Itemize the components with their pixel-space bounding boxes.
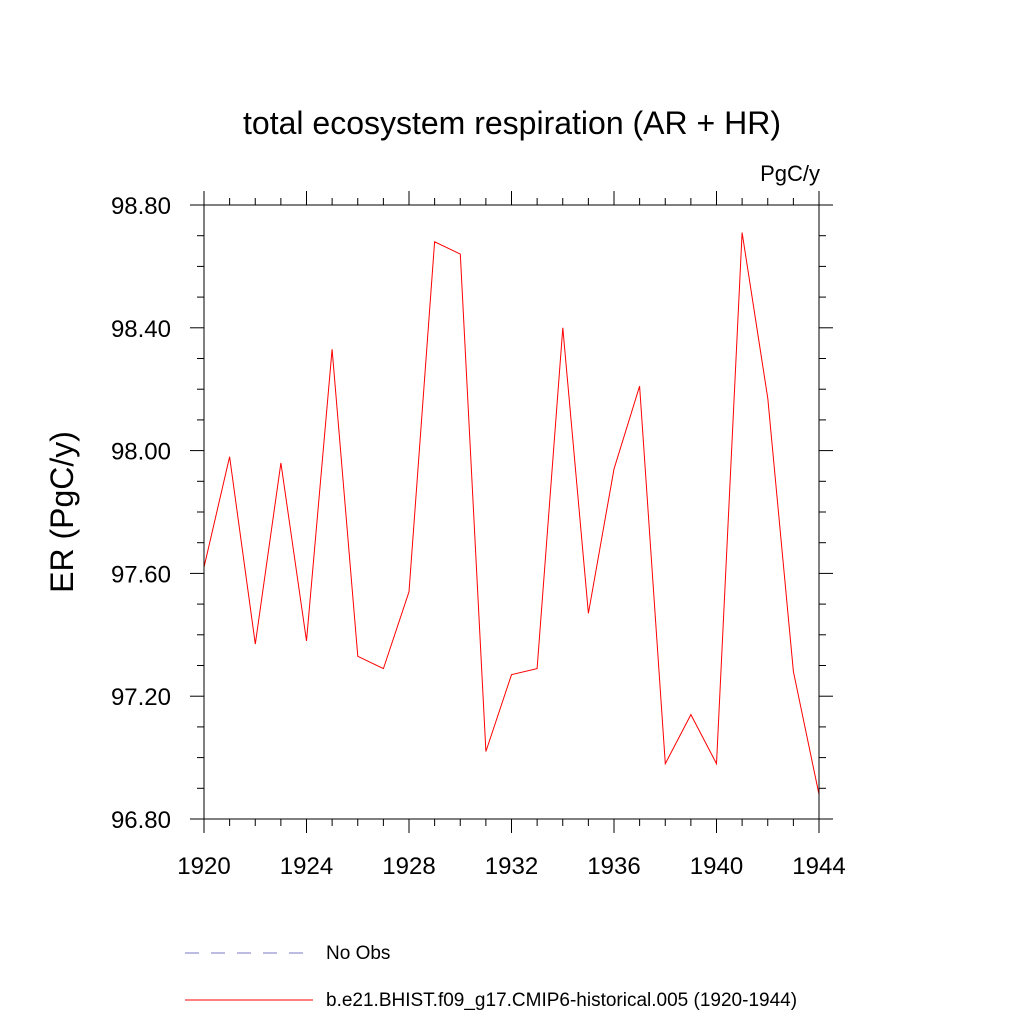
chart-title: total ecosystem respiration (AR + HR)	[243, 105, 781, 141]
y-tick-label: 98.00	[111, 439, 171, 466]
y-tick-label: 98.80	[111, 193, 171, 220]
y-axis-title: ER (PgC/y)	[44, 431, 80, 593]
x-tick-label: 1944	[792, 853, 845, 880]
series-lines	[203, 232, 820, 795]
plot-frame	[203, 204, 820, 820]
x-tick-label: 1940	[690, 853, 743, 880]
tick-labels: 1920 1924 1928 1932 1936 1940 1944 96.80 97.20 97…	[111, 193, 846, 880]
x-tick-label: 1920	[177, 853, 230, 880]
y-tick-label: 97.60	[111, 561, 171, 588]
axis-ticks	[190, 191, 833, 833]
legend-label-historical: b.e21.BHIST.f09_g17.CMIP6-historical.005…	[326, 990, 797, 1011]
x-tick-label: 1936	[587, 853, 640, 880]
y-tick-label: 98.40	[111, 316, 171, 343]
x-tick-label: 1924	[280, 853, 333, 880]
series-line-0	[203, 232, 820, 795]
x-tick-label: 1928	[382, 853, 435, 880]
legend: No Obs b.e21.BHIST.f09_g17.CMIP6-histori…	[185, 943, 797, 1011]
x-tick-label: 1932	[485, 853, 538, 880]
units-label: PgC/y	[760, 161, 820, 186]
legend-label-no-obs: No Obs	[326, 943, 390, 964]
y-tick-label: 97.20	[111, 684, 171, 711]
y-tick-label: 96.80	[111, 807, 171, 834]
